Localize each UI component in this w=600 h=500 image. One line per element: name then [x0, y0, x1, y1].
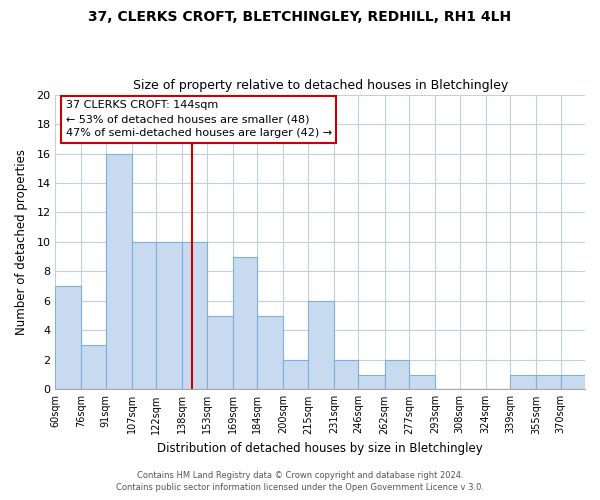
Bar [385, 360, 409, 390]
Bar [409, 374, 435, 390]
Bar [560, 374, 585, 390]
Y-axis label: Number of detached properties: Number of detached properties [15, 149, 28, 335]
Bar [233, 256, 257, 390]
Bar [106, 154, 132, 390]
Bar [55, 286, 82, 390]
Bar [257, 316, 283, 390]
Text: 37, CLERKS CROFT, BLETCHINGLEY, REDHILL, RH1 4LH: 37, CLERKS CROFT, BLETCHINGLEY, REDHILL,… [88, 10, 512, 24]
Bar [536, 374, 560, 390]
Bar [132, 242, 157, 390]
Bar [510, 374, 536, 390]
Bar [358, 374, 385, 390]
Bar [207, 316, 233, 390]
Text: 37 CLERKS CROFT: 144sqm
← 53% of detached houses are smaller (48)
47% of semi-de: 37 CLERKS CROFT: 144sqm ← 53% of detache… [66, 100, 332, 138]
Title: Size of property relative to detached houses in Bletchingley: Size of property relative to detached ho… [133, 79, 508, 92]
Bar [157, 242, 182, 390]
Bar [334, 360, 358, 390]
Bar [82, 345, 106, 390]
Bar [182, 242, 207, 390]
Bar [283, 360, 308, 390]
Bar [308, 301, 334, 390]
Text: Contains HM Land Registry data © Crown copyright and database right 2024.
Contai: Contains HM Land Registry data © Crown c… [116, 471, 484, 492]
X-axis label: Distribution of detached houses by size in Bletchingley: Distribution of detached houses by size … [157, 442, 483, 455]
